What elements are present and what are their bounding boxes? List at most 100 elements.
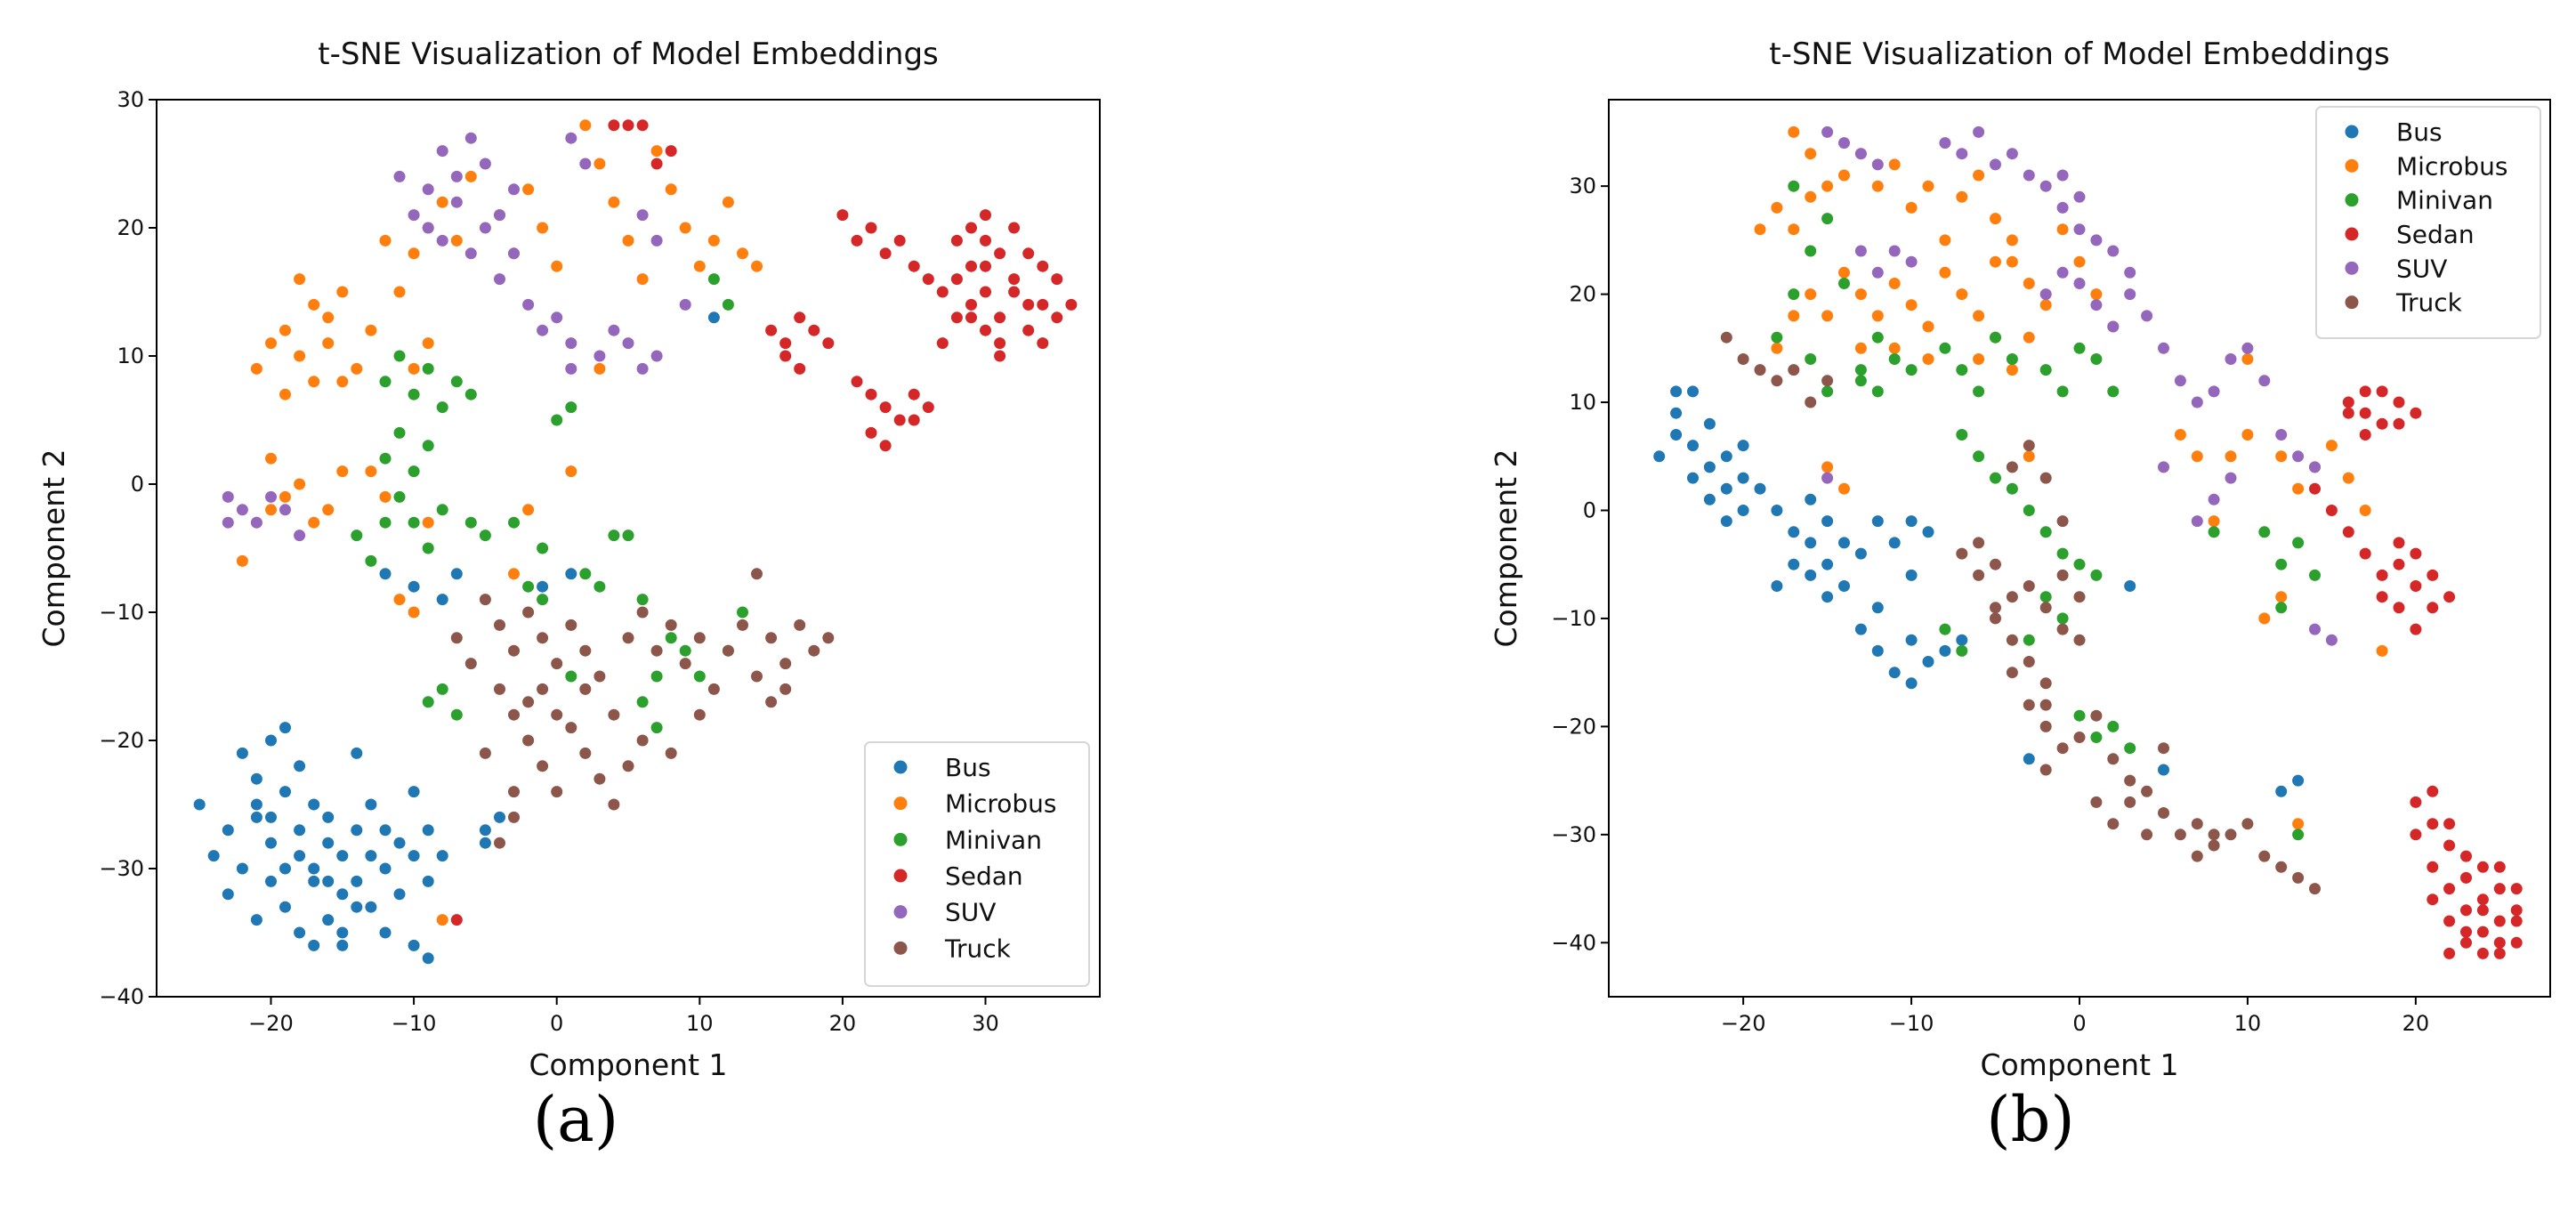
data-point-truck bbox=[522, 734, 535, 747]
data-point-sedan bbox=[2376, 591, 2388, 603]
data-point-sedan bbox=[1037, 298, 1049, 311]
y-tick-label: 0 bbox=[131, 472, 144, 497]
data-point-suv bbox=[479, 158, 491, 170]
data-point-suv bbox=[622, 337, 634, 350]
data-point-suv bbox=[1871, 158, 1884, 171]
data-point-suv bbox=[2292, 450, 2305, 463]
data-point-suv bbox=[422, 183, 434, 196]
data-point-truck bbox=[479, 594, 491, 606]
data-point-truck bbox=[494, 837, 505, 849]
data-point-sedan bbox=[2510, 904, 2523, 917]
x-tick-label: 30 bbox=[972, 1011, 999, 1036]
data-point-microbus bbox=[279, 388, 291, 400]
data-point-minivan bbox=[650, 722, 663, 734]
data-point-sedan bbox=[980, 234, 991, 247]
data-point-truck bbox=[2023, 580, 2035, 592]
data-point-truck bbox=[508, 811, 520, 823]
legend-label: Bus bbox=[945, 753, 991, 782]
data-point-suv bbox=[2073, 278, 2086, 289]
data-point-microbus bbox=[1771, 201, 1783, 214]
data-point-minivan bbox=[2107, 720, 2120, 732]
data-point-sedan bbox=[1022, 324, 1035, 336]
data-point-bus bbox=[1687, 440, 1699, 452]
data-point-microbus bbox=[2325, 440, 2338, 452]
data-point-truck bbox=[1990, 602, 2001, 614]
data-point-sedan bbox=[2443, 818, 2456, 830]
data-point-minivan bbox=[408, 465, 420, 478]
y-tick-label: 10 bbox=[1569, 390, 1596, 415]
data-point-sedan bbox=[980, 286, 991, 298]
data-point-truck bbox=[2090, 709, 2103, 722]
data-point-minivan bbox=[2090, 353, 2103, 365]
data-point-truck bbox=[779, 683, 792, 695]
data-point-microbus bbox=[308, 516, 320, 529]
data-point-suv bbox=[2309, 461, 2321, 473]
data-point-bus bbox=[1720, 515, 1732, 528]
data-point-minivan bbox=[608, 530, 620, 542]
legend-label: SUV bbox=[2396, 254, 2447, 283]
data-point-suv bbox=[436, 145, 448, 158]
data-point-truck bbox=[2073, 591, 2086, 603]
data-point-bus bbox=[2292, 774, 2305, 787]
data-point-bus bbox=[408, 850, 420, 862]
data-point-sedan bbox=[936, 286, 949, 298]
data-point-sedan bbox=[2493, 936, 2506, 949]
data-point-sedan bbox=[994, 350, 1006, 362]
data-point-microbus bbox=[2342, 472, 2354, 484]
data-point-microbus bbox=[294, 478, 306, 490]
data-point-bus bbox=[207, 850, 220, 862]
data-point-bus bbox=[1821, 558, 1834, 570]
data-point-minivan bbox=[594, 580, 606, 593]
data-point-microbus bbox=[679, 222, 691, 234]
data-point-minivan bbox=[2090, 569, 2103, 581]
data-point-suv bbox=[2325, 634, 2338, 646]
data-point-bus bbox=[1670, 385, 1683, 398]
data-point-microbus bbox=[2023, 450, 2035, 463]
data-point-minivan bbox=[2023, 505, 2035, 516]
data-point-microbus bbox=[265, 337, 277, 350]
data-point-minivan bbox=[379, 452, 392, 465]
data-point-sedan bbox=[2325, 505, 2338, 516]
data-point-minivan bbox=[379, 516, 392, 529]
data-point-minivan bbox=[650, 670, 663, 683]
x-tick-label: 10 bbox=[2234, 1011, 2262, 1036]
data-point-bus bbox=[308, 862, 320, 875]
data-point-minivan bbox=[2124, 742, 2136, 755]
data-point-microbus bbox=[365, 465, 377, 478]
data-point-microbus bbox=[1754, 223, 1766, 236]
data-point-truck bbox=[707, 683, 720, 695]
data-point-bus bbox=[1905, 634, 1918, 646]
data-point-bus bbox=[1854, 547, 1867, 560]
data-point-minivan bbox=[2006, 353, 2018, 365]
data-point-truck bbox=[522, 606, 535, 619]
data-point-microbus bbox=[1838, 169, 1850, 182]
data-point-microbus bbox=[751, 260, 763, 272]
data-point-minivan bbox=[2023, 634, 2035, 646]
data-point-suv bbox=[565, 337, 577, 350]
data-point-bus bbox=[1821, 515, 1834, 528]
data-point-sedan bbox=[650, 158, 663, 170]
data-point-suv bbox=[2158, 342, 2169, 354]
data-point-sedan bbox=[980, 209, 991, 222]
legend: Bus Microbus Minivan Sedan SUV Truck bbox=[2315, 106, 2541, 339]
data-point-suv bbox=[2107, 320, 2120, 333]
data-point-truck bbox=[1737, 353, 1749, 365]
data-point-sedan bbox=[893, 414, 906, 426]
data-point-truck bbox=[2191, 818, 2203, 830]
data-point-sedan bbox=[2410, 547, 2422, 560]
data-point-microbus bbox=[551, 260, 563, 272]
data-point-truck bbox=[2056, 742, 2069, 755]
data-point-bus bbox=[422, 875, 434, 887]
y-axis-label: Component 2 bbox=[36, 449, 71, 647]
series-truck bbox=[450, 568, 835, 849]
data-point-microbus bbox=[250, 362, 262, 375]
data-point-truck bbox=[579, 644, 592, 657]
data-point-suv bbox=[265, 490, 277, 503]
data-point-suv bbox=[2225, 353, 2237, 365]
data-point-minivan bbox=[2090, 732, 2103, 743]
data-point-bus bbox=[1754, 482, 1766, 495]
data-point-suv bbox=[2023, 169, 2035, 182]
data-point-sedan bbox=[2376, 385, 2388, 398]
legend-marker bbox=[2345, 261, 2359, 275]
